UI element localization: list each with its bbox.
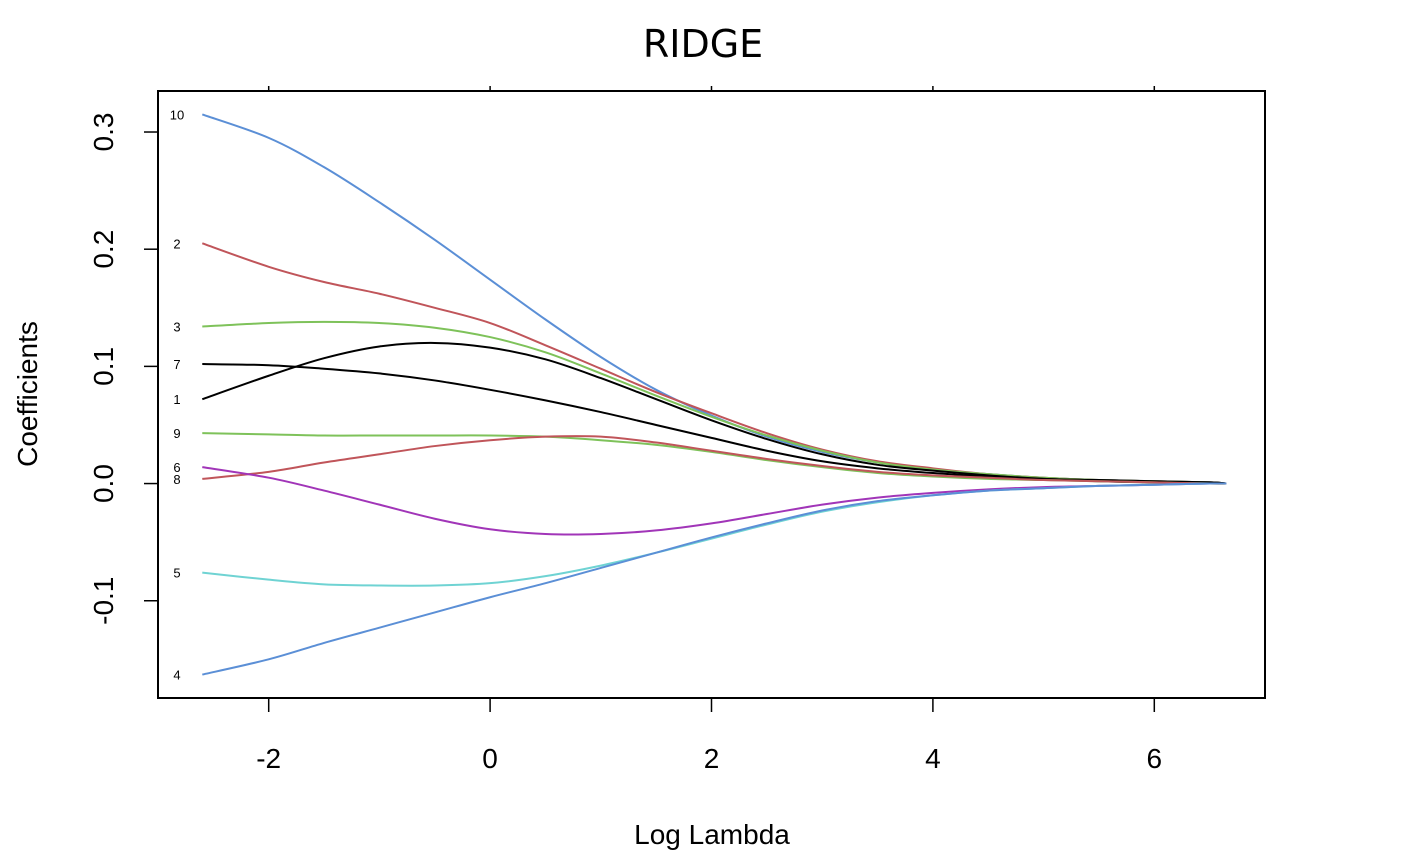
plot-frame	[157, 90, 1266, 699]
y-tick-label: 0.0	[88, 464, 119, 503]
series-line-3	[202, 320, 1227, 485]
x-tick-label: -2	[256, 743, 281, 774]
y-tick-label: 0.1	[88, 347, 119, 386]
series-label-8: 8	[173, 472, 180, 487]
x-tick-label: 4	[925, 743, 941, 774]
y-axis-label: Coefficients	[12, 321, 43, 467]
series-label-7: 7	[173, 357, 180, 372]
x-axis-top	[267, 86, 1156, 91]
series-line-8	[202, 435, 1227, 485]
series-label-3: 3	[173, 320, 180, 335]
y-axis: -0.1 0.0 0.1 0.2 0.3	[88, 113, 159, 625]
x-tick-label: 0	[482, 743, 498, 774]
series-label-9: 9	[173, 426, 180, 441]
y-tick-label: 0.2	[88, 230, 119, 269]
x-tick-label: 2	[704, 743, 720, 774]
series-label-2: 2	[173, 236, 180, 251]
series-line-6	[202, 466, 1227, 536]
y-tick-label: -0.1	[88, 577, 119, 625]
x-axis: -2 0 2 4 6	[256, 697, 1163, 774]
series-label-1: 1	[173, 392, 180, 407]
chart-title: RIDGE	[643, 22, 763, 66]
y-tick-label: 0.3	[88, 113, 119, 152]
series-line-10	[201, 113, 1227, 485]
series-label-10: 10	[170, 107, 184, 122]
x-tick-label: 6	[1147, 743, 1163, 774]
series-line-2	[201, 242, 1227, 485]
series-line-7	[202, 363, 1227, 485]
series-line-1	[201, 341, 1227, 485]
series-label-4: 4	[173, 668, 180, 683]
series-label-5: 5	[173, 566, 180, 581]
x-axis-label: Log Lambda	[634, 819, 790, 850]
series-label-6: 6	[173, 460, 180, 475]
series-labels: 10 2 3 7 1 9 86 5 4	[170, 107, 184, 682]
series-layer	[201, 113, 1227, 676]
series-line-4	[202, 482, 1227, 676]
